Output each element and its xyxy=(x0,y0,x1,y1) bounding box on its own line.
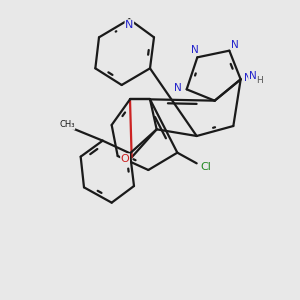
Text: N: N xyxy=(244,73,252,83)
Text: N: N xyxy=(191,45,199,55)
Text: CH₃: CH₃ xyxy=(59,120,75,129)
Text: N: N xyxy=(174,83,182,93)
Text: N: N xyxy=(249,71,256,81)
Text: N: N xyxy=(232,40,239,50)
Text: N: N xyxy=(125,20,134,30)
Text: O: O xyxy=(121,154,129,164)
Text: Cl: Cl xyxy=(200,162,211,172)
Text: H: H xyxy=(256,76,262,85)
